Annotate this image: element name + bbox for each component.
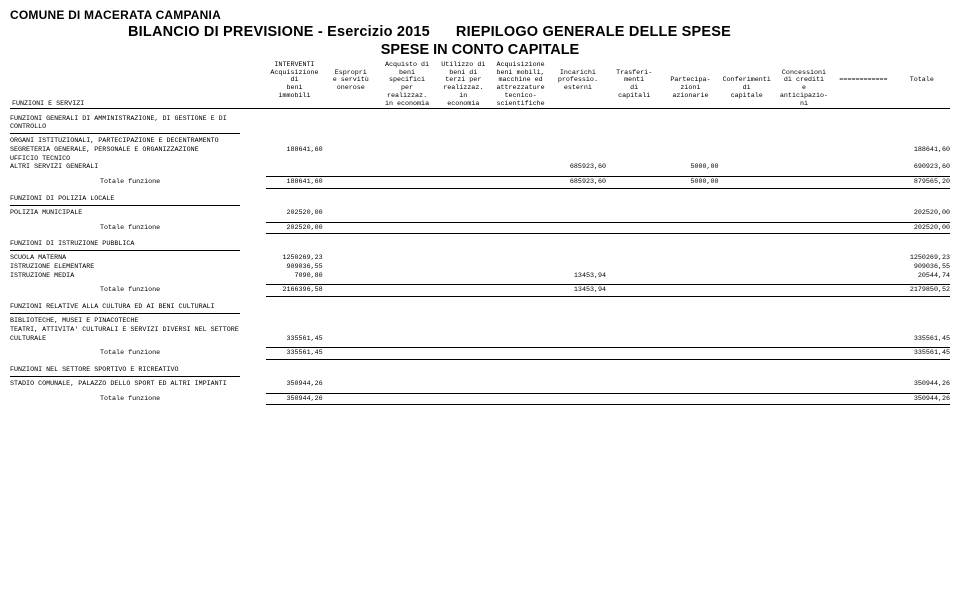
org-name: COMUNE DI MACERATA CAMPANIA — [10, 8, 950, 22]
row-label: ALTRI SERVIZI GENERALI — [10, 163, 266, 172]
row-label: ORGANI ISTITUZIONALI, PARTECIPAZIONE E D… — [10, 137, 266, 146]
row-label: CULTURALE — [10, 335, 266, 344]
section-title: FUNZIONI DI POLIZIA LOCALE — [10, 195, 950, 203]
total-label: Totale funzione — [10, 176, 266, 189]
row-label: TEATRI, ATTIVITA' CULTURALI E SERVIZI DI… — [10, 326, 266, 335]
title-left: BILANCIO DI PREVISIONE - Esercizio 2015 — [128, 24, 430, 40]
section-title: FUNZIONI RELATIVE ALLA CULTURA ED AI BEN… — [10, 303, 950, 311]
section-title: FUNZIONI NEL SETTORE SPORTIVO E RICREATI… — [10, 366, 950, 374]
total-label: Totale funzione — [10, 393, 266, 406]
row-label: UFFICIO TECNICO — [10, 155, 266, 164]
row-label: SCUOLA MATERNA — [10, 254, 266, 263]
subtitle: SPESE IN CONTO CAPITALE — [160, 42, 800, 58]
row-label: POLIZIA MUNICIPALE — [10, 209, 266, 218]
row-label: BIBLIOTECHE, MUSEI E PINACOTECHE — [10, 317, 266, 326]
row-label: STADIO COMUNALE, PALAZZO DELLO SPORT ED … — [10, 380, 266, 389]
title-right: RIEPILOGO GENERALE DELLE SPESE — [456, 24, 731, 40]
header-table: INTERVENTIAcquisto diUtilizzo diAcquisiz… — [10, 62, 950, 109]
section-title: FUNZIONI GENERALI DI AMMINISTRAZIONE, DI… — [10, 115, 950, 131]
total-label: Totale funzione — [10, 284, 266, 297]
row-label: SEGRETERIA GENERALE, PERSONALE E ORGANIZ… — [10, 146, 266, 155]
total-label: Totale funzione — [10, 347, 266, 360]
total-label: Totale funzione — [10, 222, 266, 235]
section-title: FUNZIONI DI ISTRUZIONE PUBBLICA — [10, 240, 950, 248]
row-label: ISTRUZIONE MEDIA — [10, 272, 266, 281]
row-label: ISTRUZIONE ELEMENTARE — [10, 263, 266, 272]
title-row: BILANCIO DI PREVISIONE - Esercizio 2015 R… — [10, 24, 950, 40]
